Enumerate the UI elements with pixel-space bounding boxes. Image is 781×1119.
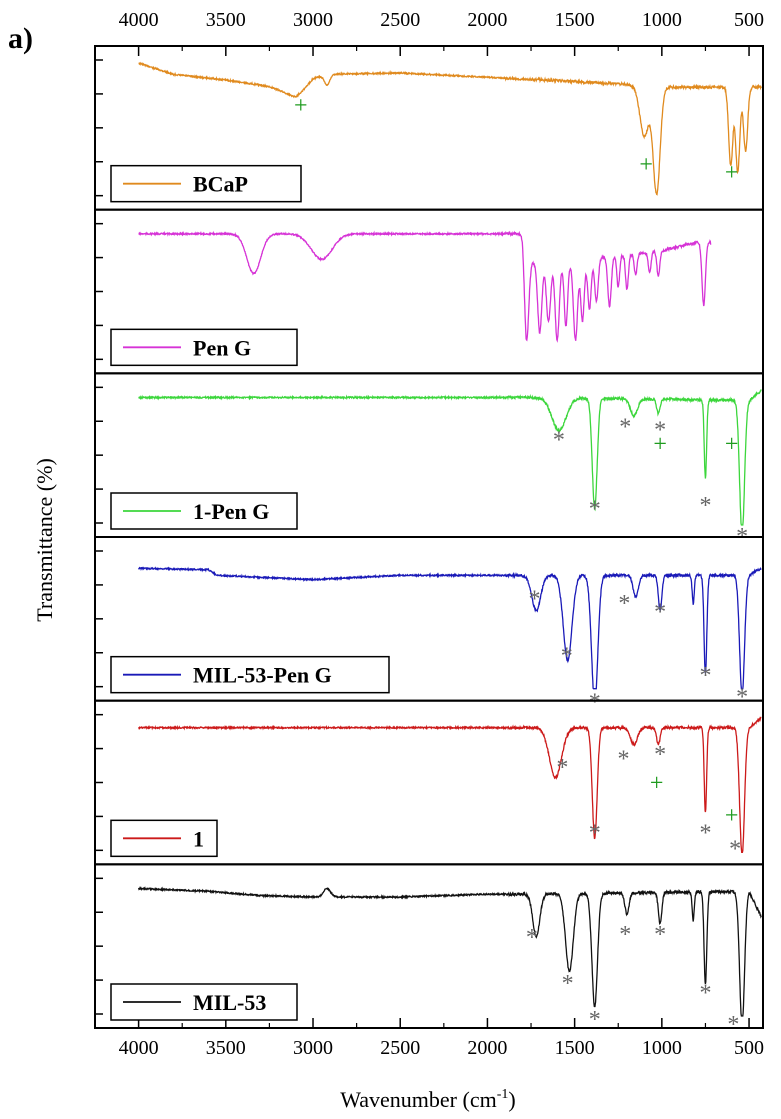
panel-3: *** *+ +**1-Pen G	[94, 372, 764, 550]
asterisk-marker: *	[529, 586, 541, 612]
asterisk-marker: *	[654, 922, 666, 948]
panel-4: * * * * * * * MIL-53-Pen G	[94, 536, 764, 715]
panel-6: * * * * * * * MIL-53	[94, 863, 764, 1038]
top-axis: 4000 3500 3000 2500 2000 1500 1000 500	[94, 9, 764, 56]
asterisk-marker: *	[654, 418, 666, 444]
plus-marker: +	[650, 771, 664, 797]
legend-label: MIL-53	[193, 990, 266, 1015]
bottom-tick-label: 4000	[119, 1037, 159, 1059]
plus-marker: +	[639, 152, 653, 178]
asterisk-marker: *	[729, 837, 741, 863]
asterisk-marker: *	[727, 1012, 739, 1038]
plus-marker: +	[725, 160, 739, 186]
legend-label: 1-Pen G	[193, 499, 269, 524]
panel-2: Pen G	[94, 208, 764, 375]
plus-marker: +	[725, 432, 739, 458]
bottom-tick-label: 500	[734, 1037, 764, 1059]
asterisk-marker: *	[699, 663, 711, 689]
asterisk-marker: *	[561, 644, 573, 670]
asterisk-marker: *	[736, 684, 748, 710]
asterisk-marker: *	[617, 747, 629, 773]
asterisk-marker: *	[618, 591, 630, 617]
plus-marker: +	[725, 803, 739, 829]
top-tick-label: 1000	[642, 9, 682, 31]
legend-box	[110, 655, 390, 694]
asterisk-marker: *	[619, 414, 631, 440]
top-tick-label: 2000	[467, 9, 507, 31]
asterisk-marker: *	[654, 742, 666, 768]
asterisk-marker: *	[562, 971, 574, 997]
legend-box	[110, 492, 298, 530]
top-tick-label: 1500	[555, 9, 595, 31]
asterisk-marker: *	[589, 496, 601, 522]
panel-5: * * * * + * + * 1	[94, 699, 764, 866]
top-tick-label: 3000	[293, 9, 333, 31]
panel-label: a)	[8, 22, 33, 55]
asterisk-marker: *	[589, 820, 601, 846]
legend-label: Pen G	[193, 335, 251, 360]
x-axis-label-tail: )	[508, 1087, 515, 1112]
legend-label: BCaP	[193, 172, 248, 197]
x-axis-label-superscript: -1	[497, 1087, 509, 1102]
bottom-tick-label: 1000	[642, 1037, 682, 1059]
top-tick-label: 2500	[380, 9, 420, 31]
spectrum-line	[138, 61, 762, 196]
asterisk-marker: *	[589, 689, 601, 715]
spectrum-line	[137, 716, 762, 853]
bottom-tick-label: 3500	[206, 1037, 246, 1059]
asterisk-marker: *	[526, 925, 538, 951]
top-tick-label: 500	[734, 9, 764, 31]
bottom-axis: 4000 3500 3000 2500 2000 1500 1000 500	[94, 1018, 764, 1059]
asterisk-marker: *	[556, 755, 568, 781]
asterisk-marker: *	[589, 1007, 601, 1033]
asterisk-marker: *	[619, 922, 631, 948]
plus-marker: +	[653, 432, 667, 458]
spectrum-line	[138, 566, 762, 690]
plus-marker: +	[294, 93, 308, 119]
asterisk-marker: *	[553, 428, 565, 454]
spectrum-line	[138, 389, 762, 526]
bottom-tick-label: 3000	[293, 1037, 333, 1059]
legend-label: 1	[193, 826, 204, 851]
top-tick-label: 3500	[206, 9, 246, 31]
asterisk-marker: *	[654, 599, 666, 625]
x-axis-label-main: Wavenumber (cm	[340, 1087, 496, 1112]
spectrum-line	[137, 886, 762, 1017]
bottom-tick-label: 2500	[380, 1037, 420, 1059]
panel-1: + + + BCaP	[94, 45, 764, 211]
legend-label: MIL-53-Pen G	[193, 663, 332, 688]
asterisk-marker: *	[699, 820, 711, 846]
bottom-tick-label: 2000	[467, 1037, 507, 1059]
spectrum-line	[138, 230, 712, 343]
bottom-tick-label: 1500	[555, 1037, 595, 1059]
asterisk-marker: *	[699, 493, 711, 519]
top-tick-label: 4000	[119, 9, 159, 31]
y-axis-label: Transmittance (%)	[32, 458, 57, 622]
x-axis-label: Wavenumber (cm-1)	[340, 1087, 515, 1112]
asterisk-marker: *	[699, 981, 711, 1007]
